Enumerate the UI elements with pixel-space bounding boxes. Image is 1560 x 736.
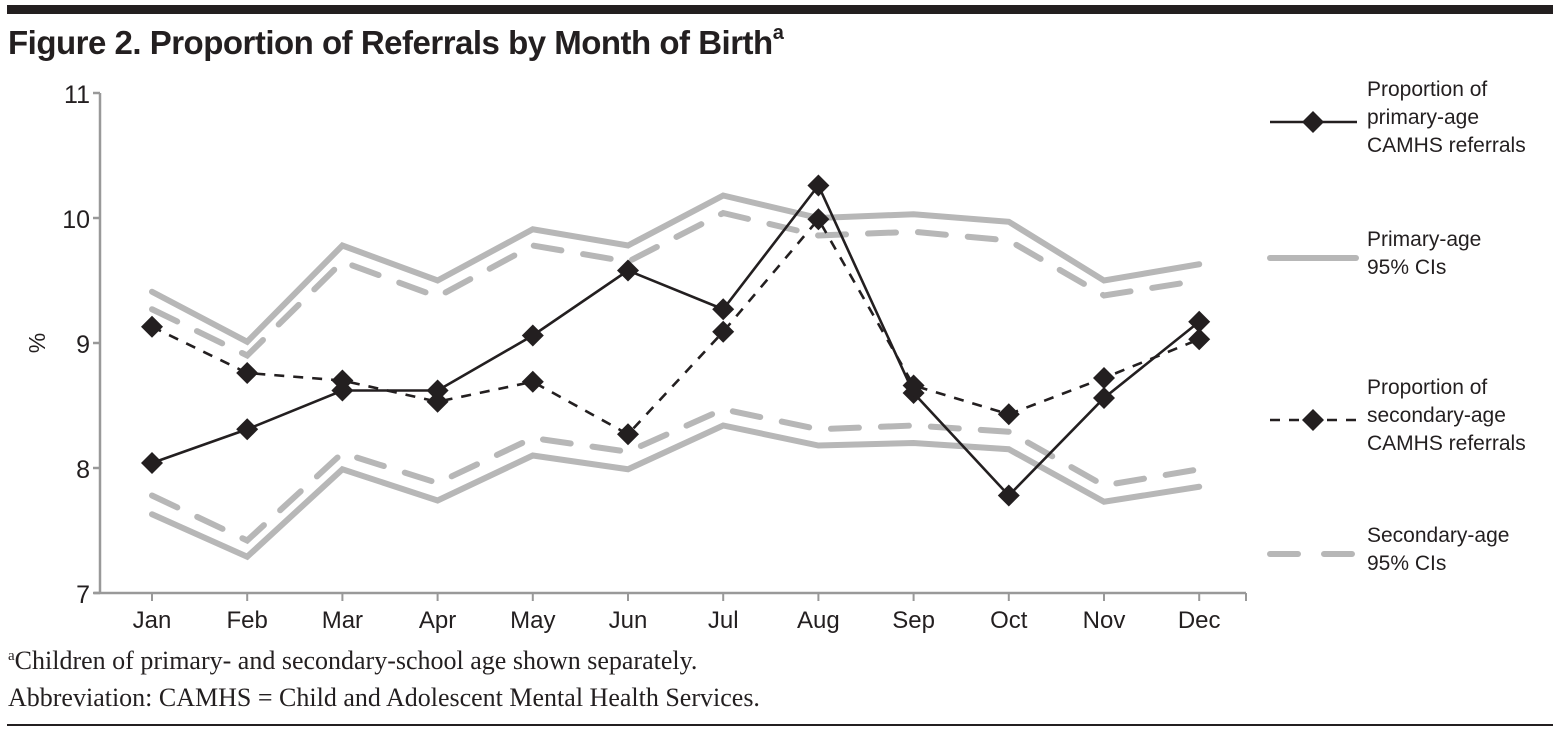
series-line [151,182,1201,498]
legend-marks [1267,111,1359,557]
ci-upper-line [149,192,1203,346]
data-point-marker [521,370,544,393]
data-point-marker [997,403,1020,426]
x-tick-label: Nov [1083,607,1126,634]
legend-label-line: 95% CIs [1367,256,1447,279]
data-point-marker [1093,367,1115,389]
x-tick-label: Mar [322,607,363,634]
axes: 7 8 9 10 11% Jan Feb Mar Apr May Jun Jul Aug Sep Oct No… [24,81,1247,634]
y-tick-label: 11 [64,81,90,109]
legend-label-line: CAMHS referrals [1367,432,1526,455]
y-tick-label: 9 [76,331,90,359]
x-tick-label: Feb [227,607,268,634]
data-point-marker [1093,387,1115,409]
data-point-marker [1188,310,1211,333]
data-point-marker [236,362,259,384]
legend-label-line: Primary-age [1367,228,1482,251]
top-rule [7,5,1553,14]
data-point-marker [521,324,544,347]
legend-label-line: Proportion of [1367,376,1488,399]
legend-item: Proportion of primary-age CAMHS referrals [1367,76,1526,160]
x-tick-label: Jul [708,607,739,634]
x-tick-label: Apr [419,607,456,634]
x-tick-label: Sep [892,607,935,634]
data-point-marker [712,320,735,343]
data-point-marker [141,452,163,474]
footnote-abbreviation: Abbreviation: CAMHS = Child and Adolesce… [8,683,760,712]
ci-layer [149,192,1203,561]
ci-upper-line [149,209,1203,360]
legend-label-line: CAMHS referrals [1367,134,1526,157]
bottom-rule [7,724,1553,726]
ci-lower-line [149,406,1203,545]
legend-label-line: secondary-age [1367,404,1506,427]
y-tick-label: 10 [62,206,90,234]
x-tick-label: Jan [133,607,172,634]
data-point-marker [236,418,259,441]
x-tick-label: Dec [1178,607,1221,634]
data-point-marker [617,259,639,282]
legend-diamond-marker [1302,111,1324,133]
legend-label-line: Proportion of [1367,78,1488,101]
y-tick-label: 7 [76,581,90,609]
legend-item: Primary-age 95% CIs [1367,226,1481,282]
data-point-marker [426,379,449,402]
x-tick-label: Aug [797,607,840,634]
legend-item: Secondary-age 95% CIs [1367,522,1509,578]
footnote-note-text: Children of primary- and secondary-schoo… [14,646,698,675]
legend-diamond-marker [1302,409,1324,431]
data-point-marker [426,390,449,413]
data-point-marker [712,298,735,321]
data-point-marker [331,369,354,392]
x-tick-label: May [510,607,555,634]
series-layer [141,174,1211,507]
data-point-marker [807,208,830,231]
chart: 7 8 9 10 11% Jan Feb Mar Apr May Jun Jul Aug Sep Oct No… [24,81,1359,634]
data-point-marker [141,315,163,338]
data-point-marker [902,374,925,397]
legend-label-line: primary-age [1367,106,1480,129]
footnote-note: aChildren of primary- and secondary-scho… [8,646,697,676]
data-point-marker [807,174,830,197]
figure-title-text: Figure 2. Proportion of Referrals by Mon… [8,24,773,61]
legend-label-line: Secondary-age [1367,524,1510,547]
ci-lower-line [149,422,1203,561]
data-point-marker [617,423,639,446]
x-tick-label: Oct [990,607,1028,634]
y-tick-label: 8 [76,456,90,484]
legend-item: Proportion of secondary-age CAMHS referral… [1367,374,1526,458]
legend-label-line: 95% CIs [1367,552,1447,575]
figure-title: Figure 2. Proportion of Referrals by Mon… [8,22,784,62]
series-line [151,216,1200,436]
y-axis-label: % [24,333,50,353]
figure-title-superscript: a [772,22,784,44]
data-point-marker [997,484,1020,507]
footnote-marker: a [8,648,15,664]
x-tick-label: Jun [609,607,648,634]
data-point-marker [1188,328,1211,351]
